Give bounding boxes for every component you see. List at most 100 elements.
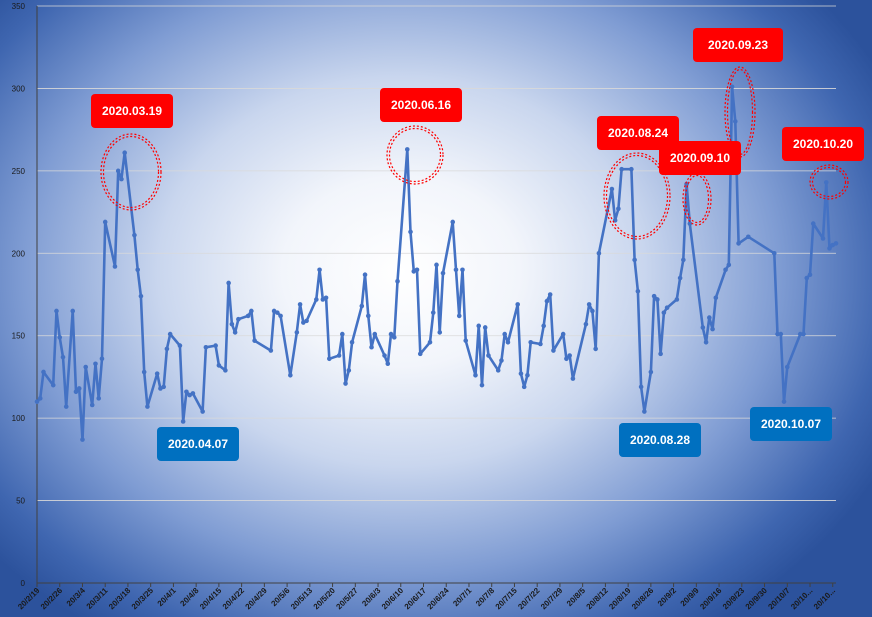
data-point bbox=[525, 372, 530, 378]
x-tick-label: 20/4/29 bbox=[244, 586, 270, 612]
callout-label: 2020.10.07 bbox=[761, 417, 821, 431]
data-point bbox=[703, 340, 709, 345]
data-point bbox=[203, 344, 209, 350]
data-point bbox=[700, 325, 706, 330]
data-point bbox=[538, 341, 543, 347]
y-tick-label: 300 bbox=[12, 84, 26, 93]
data-point bbox=[823, 180, 829, 185]
data-point bbox=[236, 316, 241, 322]
data-point bbox=[476, 323, 482, 329]
data-point bbox=[122, 150, 127, 156]
data-point bbox=[635, 288, 641, 294]
data-point bbox=[726, 262, 732, 268]
data-point bbox=[521, 384, 527, 390]
data-point bbox=[482, 325, 488, 330]
data-point bbox=[252, 338, 257, 343]
data-point bbox=[616, 206, 621, 212]
y-tick-label: 200 bbox=[12, 249, 26, 258]
data-point bbox=[560, 331, 566, 337]
data-point bbox=[479, 382, 485, 388]
data-point bbox=[395, 279, 400, 284]
data-point bbox=[115, 168, 121, 174]
data-point bbox=[278, 313, 283, 319]
data-point bbox=[810, 221, 816, 226]
callout-box bbox=[619, 423, 701, 457]
data-point bbox=[408, 229, 413, 235]
data-point bbox=[232, 330, 238, 335]
data-point bbox=[63, 404, 69, 409]
data-point bbox=[359, 303, 365, 309]
data-point bbox=[463, 338, 469, 343]
x-tick-label: 20/9/30 bbox=[744, 586, 770, 612]
x-tick-label: 20/7/29 bbox=[539, 586, 565, 612]
data-point bbox=[713, 295, 719, 301]
data-point bbox=[642, 409, 647, 414]
data-point bbox=[807, 272, 813, 278]
data-point bbox=[180, 419, 186, 424]
data-point bbox=[385, 361, 391, 367]
x-tick-label: 20/9/2 bbox=[656, 586, 678, 608]
data-point bbox=[391, 335, 397, 340]
data-point bbox=[784, 364, 790, 370]
data-point bbox=[83, 364, 89, 370]
data-point bbox=[362, 272, 368, 278]
data-point bbox=[781, 399, 787, 404]
data-point bbox=[518, 371, 524, 376]
data-point bbox=[723, 267, 728, 273]
data-point bbox=[729, 84, 735, 90]
data-point bbox=[771, 250, 777, 256]
data-point bbox=[456, 313, 462, 319]
data-point bbox=[820, 236, 826, 241]
data-point bbox=[70, 308, 76, 314]
data-point bbox=[583, 321, 589, 327]
x-tick-label: 20/3/25 bbox=[130, 586, 156, 612]
data-point bbox=[629, 166, 634, 172]
highlight-ellipse bbox=[682, 172, 712, 226]
data-point bbox=[414, 267, 420, 273]
data-point bbox=[681, 257, 686, 263]
data-point bbox=[323, 295, 329, 301]
x-tick-label: 20/6/24 bbox=[425, 586, 451, 612]
callout-label: 2020.09.10 bbox=[670, 151, 730, 165]
data-point bbox=[167, 331, 173, 337]
data-point bbox=[544, 298, 550, 304]
data-point bbox=[655, 297, 660, 302]
data-point bbox=[41, 369, 46, 375]
callout-label: 2020.04.07 bbox=[168, 437, 228, 451]
data-point bbox=[593, 346, 598, 352]
x-tick-label: 20/10... bbox=[812, 586, 837, 611]
x-tick-label: 20/8/19 bbox=[607, 586, 633, 612]
callout-box bbox=[693, 28, 783, 62]
data-point bbox=[687, 221, 693, 226]
highlight-ellipse bbox=[809, 164, 849, 200]
data-point bbox=[275, 310, 280, 315]
data-point bbox=[651, 293, 657, 299]
data-point bbox=[515, 302, 520, 307]
y-tick-label: 50 bbox=[16, 497, 25, 506]
data-point bbox=[632, 257, 637, 263]
data-point bbox=[658, 351, 663, 357]
data-point bbox=[430, 310, 436, 315]
highlight-ellipse-inner bbox=[684, 174, 710, 224]
x-tick-label: 20/7/15 bbox=[494, 586, 520, 612]
data-point bbox=[612, 218, 618, 223]
data-point bbox=[710, 326, 715, 332]
callout-label: 2020.09.23 bbox=[708, 38, 768, 52]
data-point bbox=[827, 246, 832, 251]
data-point bbox=[76, 386, 82, 391]
data-point bbox=[499, 358, 504, 363]
highlight-ellipse bbox=[100, 133, 162, 211]
data-point bbox=[453, 267, 459, 273]
data-point bbox=[596, 250, 602, 256]
data-point bbox=[590, 308, 595, 314]
callout-box bbox=[659, 141, 741, 175]
data-point bbox=[190, 391, 196, 396]
data-point bbox=[564, 356, 569, 362]
y-tick-label: 250 bbox=[12, 167, 26, 176]
data-point bbox=[609, 186, 615, 192]
data-point bbox=[343, 381, 348, 386]
data-point bbox=[775, 331, 780, 337]
data-point bbox=[677, 275, 683, 281]
data-point bbox=[340, 331, 345, 337]
